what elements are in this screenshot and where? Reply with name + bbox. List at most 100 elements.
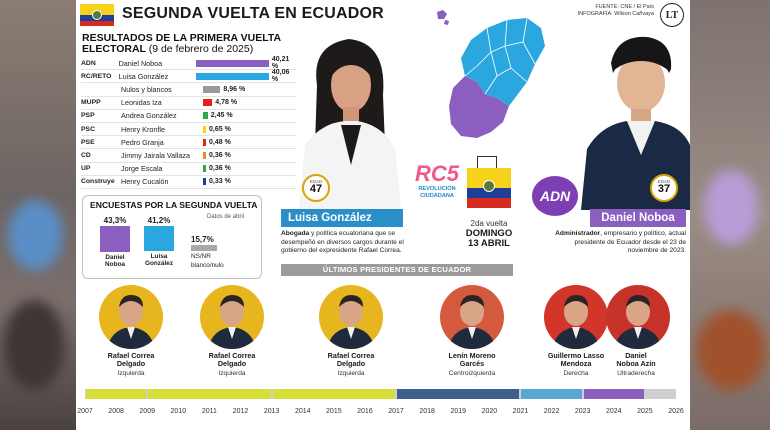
poll-bar <box>191 245 217 251</box>
noboa-description: Administrador, empresario y político, ac… <box>542 230 686 256</box>
result-row: ADN Daniel Noboa 40,21 % <box>81 56 296 71</box>
result-percent: 0,33 % <box>209 178 231 186</box>
person-icon <box>552 295 600 349</box>
president-portrait <box>99 285 163 349</box>
timeline-period <box>272 389 396 399</box>
publication-logo: LT <box>660 3 684 27</box>
round-label: 2da vuelta <box>470 219 508 228</box>
timeline-year: 2008 <box>108 408 124 415</box>
poll-bar <box>144 226 174 251</box>
result-row: PSP Andrea González 2,45 % <box>81 110 296 123</box>
result-row: RC/RETO Luisa González 40,06 % <box>81 69 296 84</box>
timeline-year: 2023 <box>574 408 591 415</box>
president-ideology: Izquierda <box>337 369 365 377</box>
president-ideology: Izquierda <box>218 369 246 377</box>
poll-value: 15,7% <box>191 235 214 244</box>
candidate-name: Leonidas Iza <box>121 98 162 108</box>
timeline-period <box>86 389 147 399</box>
president-name-line1: Rafael Correa <box>208 351 256 360</box>
description-text: , empresario y político, actual presiden… <box>574 230 686 254</box>
age-value: 47 <box>309 183 323 195</box>
timeline-period <box>397 389 520 399</box>
result-bar <box>203 85 221 93</box>
ballot-box-icon <box>467 156 511 214</box>
result-bar <box>203 112 208 120</box>
candidate-name: Luisa González <box>118 71 169 81</box>
polls-title: ENCUESTAS POR LA SEGUNDA VUELTA <box>90 200 258 210</box>
background-right <box>690 0 770 430</box>
timeline-year: 2025 <box>637 408 653 415</box>
result-percent: 0,65 % <box>209 125 231 133</box>
background-blur-shape <box>696 310 766 390</box>
presidency-timeline <box>76 389 690 399</box>
president-name-line1: Rafael Correa <box>327 351 375 360</box>
result-row: PSE Pedro Granja 0,48 % <box>81 136 296 150</box>
president-card: Daniel Noboa Azín Ultraderecha <box>606 285 670 377</box>
poll-label-sub: blanco/nulo <box>191 262 224 269</box>
age-value: 37 <box>657 183 671 195</box>
results-heading: RESULTADOS DE LA PRIMERA VUELTA ELECTORA… <box>82 32 281 55</box>
election-date-value: 13 ABRIL <box>468 238 510 249</box>
luisa-age-badge: EDAD 47 <box>302 174 330 202</box>
timeline-year: 2013 <box>263 408 280 415</box>
results-title: RESULTADOS DE LA PRIMERA VUELTA ELECTORA… <box>82 33 297 55</box>
revolucion-ciudadana-logo: RC5 REVOLUCIÓN CIUDADANA <box>414 162 460 220</box>
results-table: ADN Daniel Noboa 40,21 % RC/RETO Luisa Gonzá… <box>81 56 296 189</box>
president-card: Guillermo Lasso Mendoza Derecha <box>531 285 621 377</box>
result-percent: 4,78 % <box>215 99 238 107</box>
president-name: Rafael Correa Delgado <box>86 351 176 369</box>
rc-logo-line2: CIUDADANA <box>420 192 454 199</box>
president-name-line1: Lenín Moreno <box>448 351 496 360</box>
timeline-year: 2020 <box>481 408 498 415</box>
president-name: Rafael Correa Delgado <box>187 351 277 369</box>
result-percent: 40,21 % <box>271 56 290 71</box>
candidate-name: Andrea González <box>121 111 177 121</box>
candidate-name: Nulos y blancos <box>121 84 172 94</box>
result-bar <box>203 138 206 146</box>
timeline-years: 2007 2008 2009 2010 2011 2012 2013 2014 2015 2016… <box>76 408 690 420</box>
source-text: FUENTE: CNE / El País <box>595 4 654 10</box>
result-bar <box>195 59 269 67</box>
party-code: CD <box>81 151 91 159</box>
candidate-name: Pedro Granja <box>121 137 164 147</box>
president-name-line1: Daniel <box>625 351 647 360</box>
poll-value: 43,3% <box>103 216 127 225</box>
president-card: Rafael Correa Delgado Izquierda <box>187 285 277 377</box>
result-row: UP Jorge Escala 0,36 % <box>81 163 296 176</box>
poll-noboa: 43,3% Daniel Noboa <box>97 216 133 268</box>
result-percent: 0,48 % <box>209 138 231 146</box>
party-code: PSC <box>81 125 95 133</box>
timeline-year: 2012 <box>232 408 249 415</box>
president-ideology: Centroizquierda <box>448 369 496 377</box>
luisa-description: Abogada y política ecuatoriana que se de… <box>281 230 421 256</box>
background-left <box>0 0 76 430</box>
age-label: EDAD <box>657 179 671 184</box>
timeline-year: 2024 <box>605 408 622 415</box>
candidate-name: Jorge Escala <box>121 164 163 174</box>
timeline-year: 2016 <box>357 408 373 415</box>
polls-box: ENCUESTAS POR LA SEGUNDA VUELTA Datos de… <box>82 195 262 279</box>
result-row: Nulos y blancos 8,96 % <box>81 83 296 97</box>
timeline-period <box>148 389 271 399</box>
results-date: (9 de febrero de 2025) <box>148 43 254 55</box>
person-icon <box>614 295 662 349</box>
president-portrait <box>319 285 383 349</box>
president-portrait <box>440 285 504 349</box>
timeline-year: 2007 <box>77 408 93 415</box>
president-name: Rafael Correa Delgado <box>306 351 396 369</box>
president-name-line2: Delgado <box>217 359 247 369</box>
result-percent: 0,36 % <box>209 165 231 173</box>
description-text: y política ecuatoriana que se desempeñó … <box>281 230 404 254</box>
president-name: Guillermo Lasso Mendoza <box>531 351 621 369</box>
president-portrait <box>606 285 670 349</box>
timeline-year: 2010 <box>170 408 187 415</box>
person-icon <box>107 295 155 349</box>
adn-logo: ADN <box>532 176 578 216</box>
source-credits: FUENTE: CNE / El País INFOGRAFÍA: Wilson… <box>578 4 654 18</box>
candidate-name: Daniel Noboa <box>118 58 163 68</box>
timeline-year: 2018 <box>419 408 435 415</box>
rc-logo-line1: REVOLUCIÓN <box>418 186 456 192</box>
result-percent: 8,96 % <box>223 85 246 93</box>
result-percent: 2,45 % <box>210 112 233 120</box>
description-bold: Abogada <box>281 230 310 237</box>
